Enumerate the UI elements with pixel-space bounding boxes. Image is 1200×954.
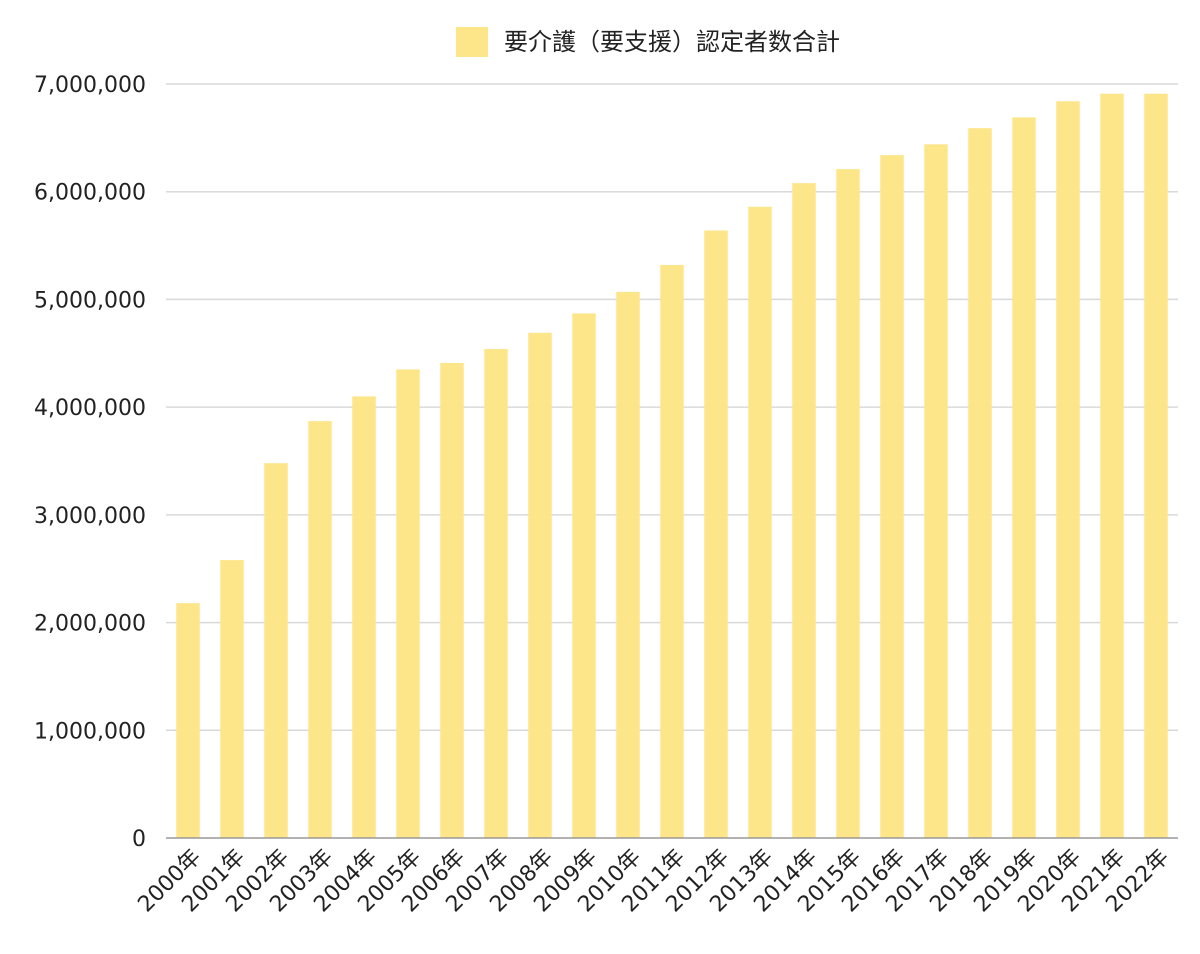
bar (968, 128, 992, 839)
bar (836, 169, 860, 838)
bar (1144, 93, 1168, 839)
bar (616, 291, 640, 839)
y-tick-label: 6,000,000 (34, 181, 146, 206)
bar (792, 183, 816, 838)
y-axis-tick-labels: 0 1,000,000 2,000,000 3,000,000 4,000,000 5,0… (34, 73, 146, 852)
bars (176, 93, 1168, 839)
bar (1012, 117, 1036, 839)
bar (1056, 101, 1080, 839)
bar (264, 463, 288, 838)
bar (880, 155, 904, 838)
legend: 要介護（要支援）認定者数合計 (456, 27, 840, 57)
bar (704, 230, 728, 838)
bar (528, 332, 552, 838)
bar (352, 396, 376, 838)
legend-swatch (456, 27, 488, 57)
bar (1100, 93, 1124, 839)
bar (924, 144, 948, 838)
x-axis-tick-labels: 2000年2001年2002年2003年2004年2005年2006年2007年… (133, 845, 1174, 918)
y-tick-label: 2,000,000 (34, 612, 146, 637)
y-tick-label: 5,000,000 (34, 288, 146, 313)
bar (572, 313, 596, 839)
bar (396, 369, 420, 838)
bar (440, 362, 464, 838)
bar (220, 560, 244, 838)
y-tick-label: 4,000,000 (34, 396, 146, 421)
y-tick-label: 1,000,000 (34, 719, 146, 744)
legend-label: 要介護（要支援）認定者数合計 (504, 28, 840, 56)
y-tick-label: 3,000,000 (34, 504, 146, 529)
bar (176, 603, 200, 838)
bar (660, 264, 684, 839)
bar (308, 421, 332, 838)
y-tick-label: 0 (132, 827, 146, 852)
bar (748, 206, 772, 838)
bar (484, 348, 508, 838)
y-tick-label: 7,000,000 (34, 73, 146, 98)
